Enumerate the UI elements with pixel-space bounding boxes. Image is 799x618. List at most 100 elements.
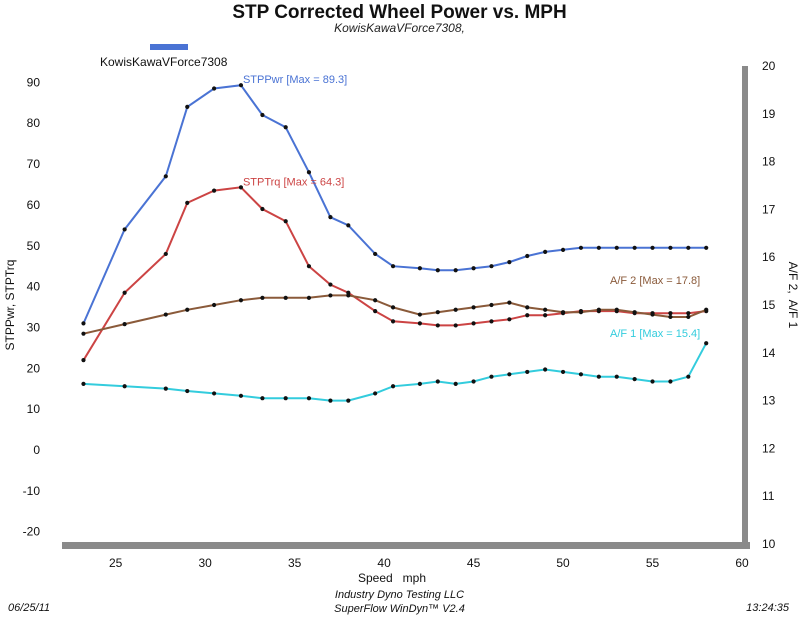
data-point	[614, 307, 619, 312]
data-point	[328, 398, 333, 403]
data-point	[163, 251, 168, 257]
y-left-tick-label: 10	[27, 402, 41, 416]
data-point	[453, 307, 458, 312]
y-right-tick-label: 17	[762, 202, 776, 216]
data-point	[283, 219, 288, 224]
data-point	[596, 374, 601, 379]
data-point	[435, 379, 440, 384]
data-point	[212, 391, 217, 396]
data-point	[185, 307, 190, 312]
data-point	[560, 310, 566, 315]
x-tick-label: 50	[556, 556, 570, 570]
data-point	[122, 290, 127, 295]
data-point	[471, 379, 476, 384]
data-point	[435, 310, 440, 315]
data-point	[238, 83, 244, 88]
data-point	[471, 305, 476, 310]
data-point	[596, 245, 601, 250]
x-tick-label: 25	[109, 556, 123, 570]
x-tick-label: 45	[467, 556, 481, 570]
data-point	[328, 215, 333, 220]
legend-label: KowisKawaVForce7308	[100, 55, 228, 69]
data-point	[238, 393, 244, 398]
data-point	[507, 300, 512, 305]
data-point	[704, 245, 709, 250]
series-line-a-f-1	[83, 342, 708, 402]
y-left-tick-label: -10	[23, 484, 41, 498]
data-point	[704, 341, 709, 346]
data-point	[163, 312, 168, 317]
data-point	[650, 379, 655, 384]
x-axis-title: Speed mph	[358, 571, 426, 585]
data-point	[453, 268, 458, 273]
data-point	[686, 314, 691, 320]
x-tick-label: 35	[288, 556, 302, 570]
data-point	[489, 264, 494, 269]
data-point	[283, 125, 288, 130]
data-point	[525, 253, 530, 259]
data-point	[212, 86, 217, 91]
data-point	[306, 170, 312, 175]
data-point	[650, 312, 655, 317]
data-point	[632, 376, 637, 382]
x-tick-label: 55	[646, 556, 660, 570]
data-point	[614, 245, 619, 250]
data-point	[328, 293, 333, 298]
y-right-axis-title: A/F 2, A/F 1	[786, 262, 799, 329]
data-point	[668, 245, 673, 250]
data-point	[417, 321, 422, 326]
data-point	[686, 311, 691, 316]
y-left-tick-label: 50	[27, 239, 41, 253]
data-point	[525, 369, 530, 375]
y-left-tick-label: -20	[23, 525, 41, 539]
data-point	[346, 223, 351, 228]
data-point	[306, 396, 312, 401]
data-point	[390, 384, 396, 389]
data-point	[507, 372, 512, 377]
data-point	[122, 227, 127, 232]
data-point	[686, 245, 691, 250]
data-point	[283, 396, 288, 401]
y-right-tick-label: 14	[762, 346, 776, 360]
data-point	[238, 185, 244, 190]
y-right-tick-label: 11	[762, 489, 775, 503]
chart-subtitle: KowisKawaVForce7308,	[334, 21, 465, 35]
data-point	[260, 295, 265, 300]
legend-swatch	[150, 44, 188, 50]
data-point	[632, 245, 637, 250]
data-point	[212, 302, 217, 308]
series-line-stptrq	[82, 186, 707, 361]
data-point	[471, 321, 476, 326]
y-right-tick-label: 10	[762, 537, 776, 551]
data-point	[578, 245, 584, 250]
series-label: STPTrq [Max = 64.3]	[243, 176, 344, 188]
data-point	[489, 374, 494, 379]
data-point	[686, 374, 691, 379]
data-point	[668, 311, 673, 316]
data-point	[122, 384, 127, 389]
data-point	[260, 396, 265, 401]
y-left-tick-label: 70	[27, 157, 41, 171]
data-point	[417, 266, 422, 271]
data-point	[185, 200, 190, 205]
data-point	[306, 264, 312, 269]
data-point	[543, 367, 548, 372]
x-axis-bar	[62, 542, 750, 549]
data-point	[373, 391, 378, 396]
data-point	[668, 314, 673, 320]
data-point	[543, 249, 548, 254]
data-point	[435, 268, 440, 273]
data-point	[373, 298, 378, 303]
data-point	[525, 305, 530, 310]
y-left-tick-label: 20	[27, 361, 41, 375]
y-right-tick-label: 15	[762, 298, 776, 312]
y-right-tick-label: 20	[762, 59, 776, 73]
data-point	[81, 381, 86, 386]
data-point	[373, 309, 378, 314]
data-point	[489, 302, 494, 308]
y-left-tick-label: 90	[27, 75, 41, 89]
y-left-axis-title: STPPwr, STPTrq	[3, 260, 17, 351]
y-right-tick-label: 12	[762, 441, 776, 455]
series-label: A/F 1 [Max = 15.4]	[610, 328, 700, 340]
